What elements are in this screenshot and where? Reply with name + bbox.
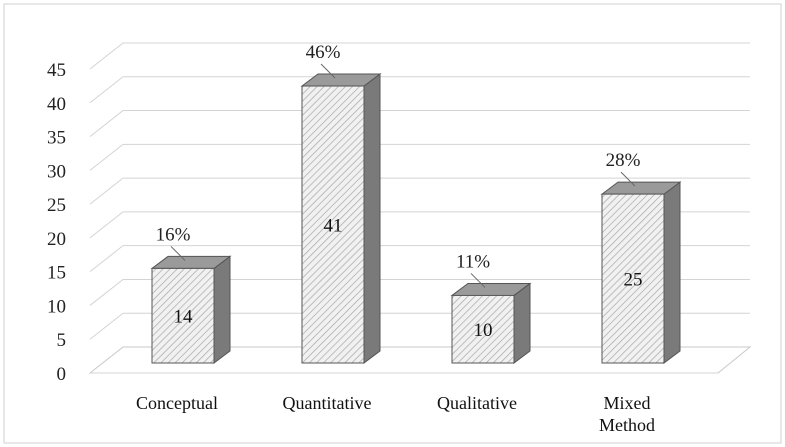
- percent-label: 46%: [306, 42, 341, 63]
- bar-front-face: [301, 85, 365, 364]
- y-tick-label: 45: [47, 60, 66, 81]
- gridline: [89, 42, 750, 70]
- percent-leader-line: [320, 63, 336, 79]
- percent-leader-line: [470, 273, 486, 288]
- y-tick-label: 10: [47, 296, 66, 317]
- bars: [150, 73, 682, 364]
- bar: [600, 181, 682, 364]
- bar: [450, 282, 532, 364]
- bar-side-face: [663, 181, 681, 364]
- y-tick-label: 35: [47, 128, 66, 149]
- gridline: [89, 211, 750, 239]
- bar-value-label: 25: [624, 270, 643, 291]
- y-tick-label: 20: [47, 229, 66, 250]
- bar-front-face: [601, 193, 665, 364]
- percent-label: 11%: [456, 251, 490, 272]
- y-tick-label: 5: [57, 330, 67, 351]
- bar-side-face: [213, 255, 231, 364]
- gridline: [89, 110, 750, 137]
- percent-leader-line: [170, 246, 186, 261]
- percent-label: 28%: [606, 150, 641, 171]
- gridlines: [89, 42, 750, 340]
- gridline: [89, 143, 750, 171]
- data-labels: 14 16% 41 46% 10 11% 25 28%: [156, 42, 643, 341]
- percent-label: 16%: [156, 224, 191, 245]
- chart-frame: [3, 3, 782, 444]
- x-category-label: Qualitative: [437, 393, 517, 413]
- gridline: [89, 76, 750, 104]
- x-category-label: Conceptual: [136, 393, 218, 413]
- gridline: [89, 245, 750, 273]
- bar-front-face: [151, 267, 215, 364]
- bar-front-face: [451, 294, 515, 364]
- bar: [300, 73, 382, 364]
- gridline: [89, 278, 750, 306]
- bar-side-face: [363, 73, 381, 364]
- bar-value-label: 10: [474, 320, 493, 341]
- y-tick-label: 25: [47, 195, 66, 216]
- gridline: [89, 177, 750, 205]
- y-tick-label: 40: [47, 94, 66, 115]
- x-category-label: Quantitative: [283, 393, 372, 413]
- bar-side-face: [513, 282, 531, 364]
- chart-floor: [88, 346, 752, 374]
- bar-value-label: 14: [174, 307, 194, 328]
- bar-value-label: 41: [324, 216, 343, 237]
- x-category-label: Mixed Method: [599, 393, 655, 435]
- y-tick-label: 30: [47, 161, 66, 182]
- x-axis-categories: Conceptual Quantitative Qualitative Mixed Me…: [136, 393, 655, 435]
- y-tick-label: 15: [47, 263, 66, 284]
- y-axis-ticks: 0 5 10 15 20 25 30 35 40 45: [47, 60, 66, 385]
- bar: [150, 255, 232, 364]
- percent-leader-line: [620, 171, 636, 187]
- y-tick-label: 0: [57, 364, 67, 385]
- gridline: [89, 312, 750, 340]
